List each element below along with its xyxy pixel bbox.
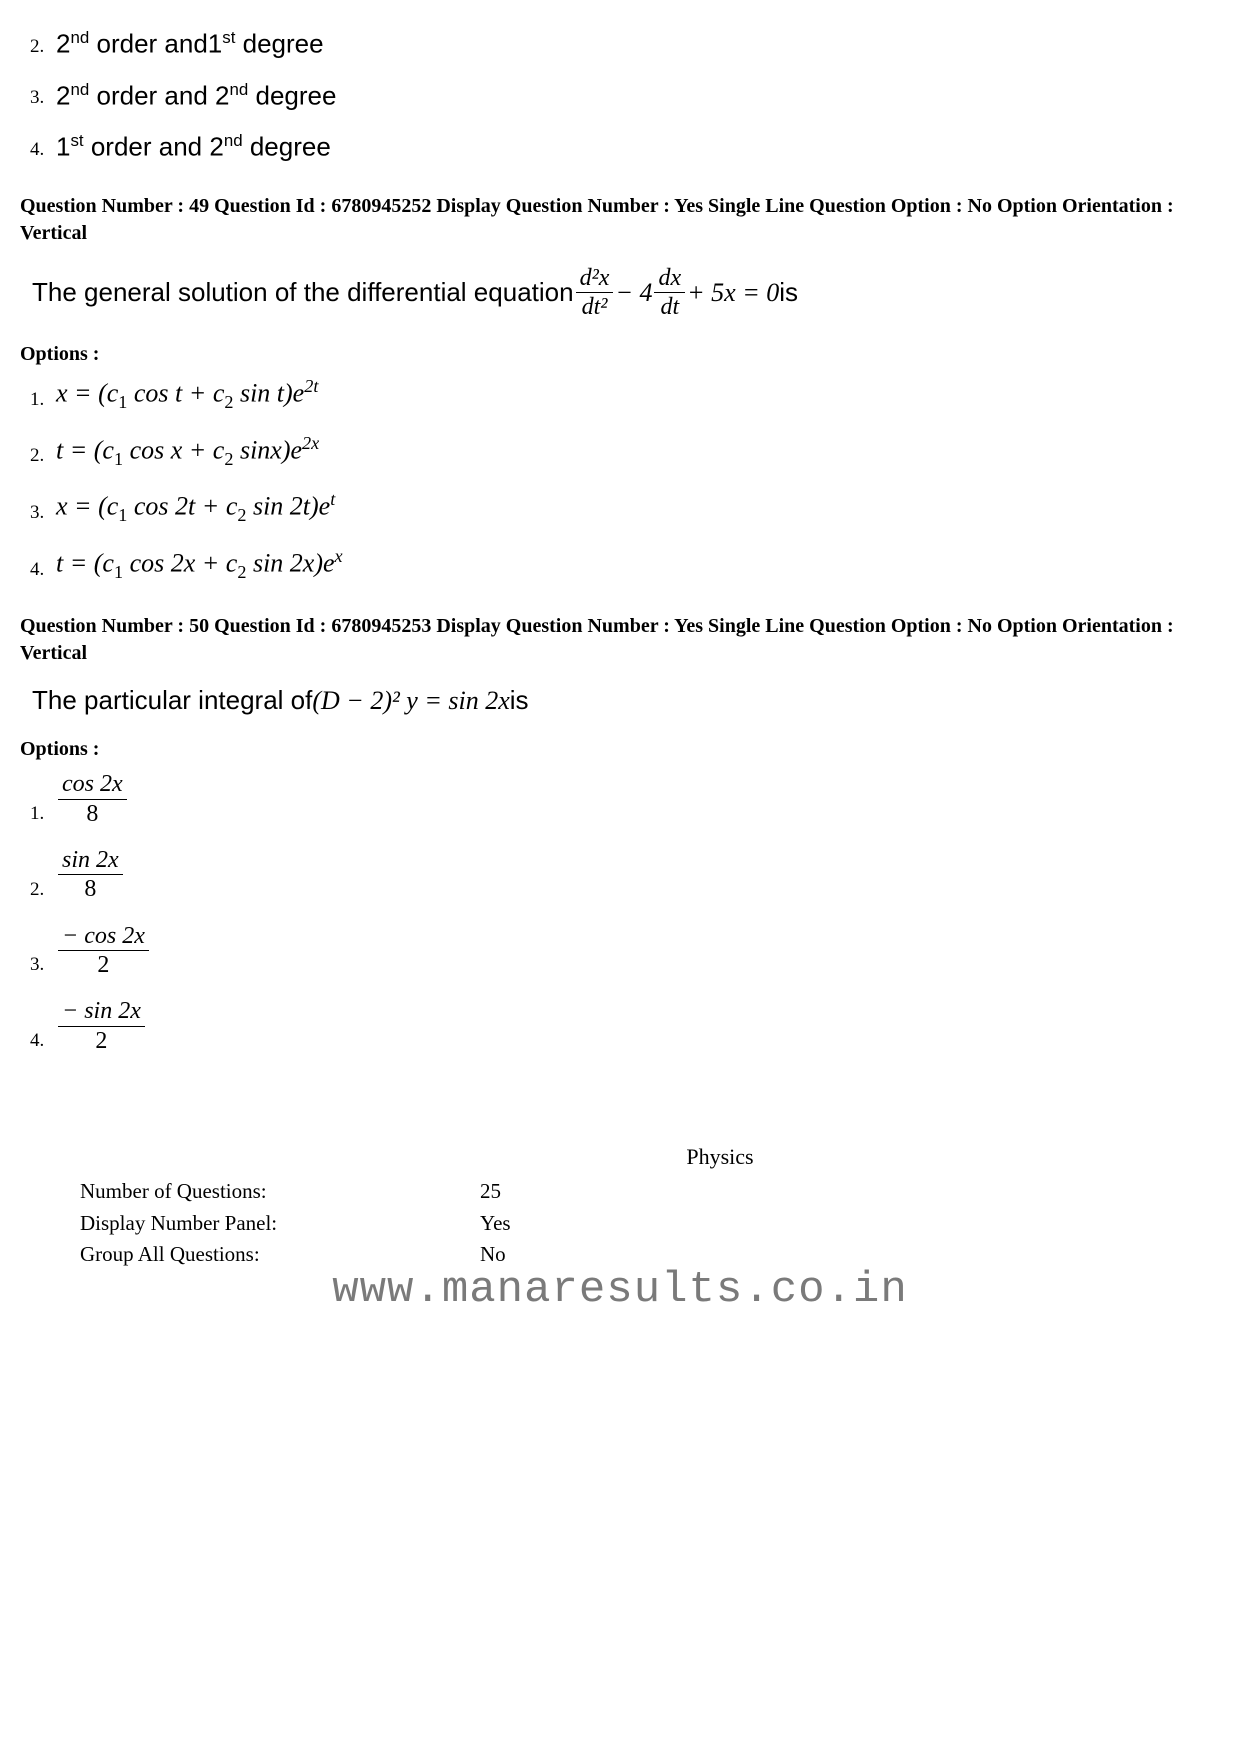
options-label: Options : (20, 343, 1220, 366)
option-math: t = (c1 cos 2x + c2 sin 2x)ex (56, 546, 343, 583)
option-number: 3. (30, 87, 48, 111)
fraction: − sin 2x 2 (58, 998, 145, 1054)
option-number: 3. (30, 954, 48, 978)
option-number: 4. (30, 559, 48, 583)
fraction: d²x dt² (576, 265, 614, 321)
option-number: 2. (30, 36, 48, 60)
option-number: 1. (30, 803, 48, 827)
fraction: − cos 2x 2 (58, 923, 149, 979)
section-info: Physics Number of Questions: 25 Display … (20, 1144, 1220, 1271)
option-number: 2. (30, 445, 48, 469)
q50-option-3: 3. − cos 2x 2 (30, 923, 1220, 979)
option-number: 1. (30, 389, 48, 413)
q49-option-3: 3. x = (c1 cos 2t + c2 sin 2t)et (30, 489, 1220, 526)
row-label: Number of Questions: (80, 1176, 480, 1208)
fraction: dx dt (654, 265, 685, 321)
option-math: − sin 2x 2 (56, 998, 147, 1054)
q50-option-2: 2. sin 2x 8 (30, 847, 1220, 903)
option-number: 3. (30, 502, 48, 526)
fraction: sin 2x 8 (58, 847, 123, 903)
row-label: Display Number Panel: (80, 1208, 480, 1240)
option-number: 2. (30, 879, 48, 903)
option-math: cos 2x 8 (56, 771, 129, 827)
prev-option-4: 4. 1st order and 2nd degree (30, 131, 1220, 163)
row-value: Yes (480, 1208, 511, 1240)
prev-option-2: 2. 2nd order and1st degree (30, 28, 1220, 60)
option-math: x = (c1 cos 2t + c2 sin 2t)et (56, 489, 335, 526)
question-49-text: The general solution of the differential… (32, 265, 1220, 321)
q50-option-1: 1. cos 2x 8 (30, 771, 1220, 827)
question-50-text: The particular integral of (D − 2)² y = … (32, 685, 1220, 716)
option-math: x = (c1 cos t + c2 sin t)e2t (56, 376, 318, 413)
table-row: Number of Questions: 25 (80, 1176, 1220, 1208)
options-label: Options : (20, 738, 1220, 761)
section-title: Physics (220, 1144, 1220, 1170)
table-row: Display Number Panel: Yes (80, 1208, 1220, 1240)
watermark: www.manaresults.co.in (20, 1265, 1220, 1315)
prev-option-3: 3. 2nd order and 2nd degree (30, 80, 1220, 112)
fraction: cos 2x 8 (58, 771, 127, 827)
section-table: Number of Questions: 25 Display Number P… (80, 1176, 1220, 1271)
option-text: 2nd order and 2nd degree (56, 80, 336, 112)
option-text: 2nd order and1st degree (56, 28, 324, 60)
option-text: 1st order and 2nd degree (56, 131, 331, 163)
question-50-meta: Question Number : 50 Question Id : 67809… (20, 613, 1220, 667)
q50-option-4: 4. − sin 2x 2 (30, 998, 1220, 1054)
option-math: t = (c1 cos x + c2 sinx)e2x (56, 433, 319, 470)
q49-option-2: 2. t = (c1 cos x + c2 sinx)e2x (30, 433, 1220, 470)
question-49-meta: Question Number : 49 Question Id : 67809… (20, 193, 1220, 247)
option-math: sin 2x 8 (56, 847, 125, 903)
option-number: 4. (30, 1030, 48, 1054)
q49-option-4: 4. t = (c1 cos 2x + c2 sin 2x)ex (30, 546, 1220, 583)
row-value: 25 (480, 1176, 501, 1208)
q49-option-1: 1. x = (c1 cos t + c2 sin t)e2t (30, 376, 1220, 413)
option-math: − cos 2x 2 (56, 923, 151, 979)
option-number: 4. (30, 139, 48, 163)
